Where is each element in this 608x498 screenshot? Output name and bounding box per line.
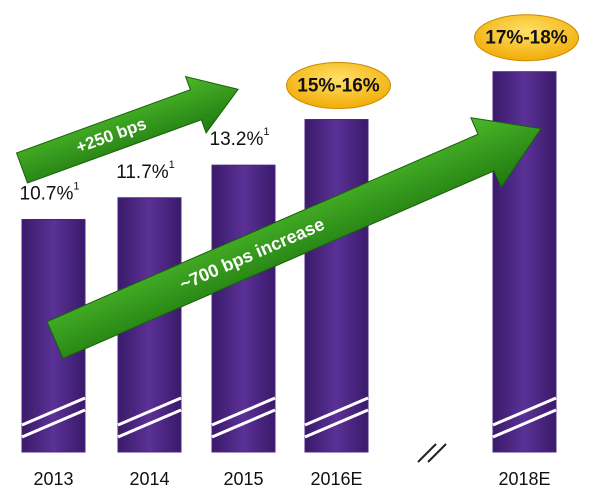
value-label: 15%-16%	[297, 76, 379, 97]
break-stripe	[492, 396, 557, 427]
bar	[304, 119, 369, 453]
break-stripe	[304, 396, 369, 427]
break-stripe	[117, 396, 182, 427]
break-stripe	[211, 396, 276, 427]
arrow-shape	[46, 117, 542, 359]
x-tick-label: 2013	[33, 469, 73, 489]
labels: 201310.7%1201411.7%1201513.2%12016E15%-1…	[20, 14, 579, 489]
value-label: 11.7%1	[116, 159, 175, 183]
x-tick-label: 2015	[223, 469, 263, 489]
break-stripe	[211, 408, 276, 439]
break-line	[417, 443, 437, 463]
value-label-text: 10.7%	[20, 183, 74, 204]
bar	[211, 164, 276, 453]
footnote-mark: 1	[263, 126, 269, 138]
value-label: 13.2%1	[210, 126, 270, 150]
label-oval	[474, 14, 579, 62]
value-label: 17%-18%	[485, 28, 567, 49]
break-stripe	[492, 408, 557, 439]
x-tick-label: 2016E	[310, 469, 362, 489]
break-stripe	[117, 408, 182, 439]
break-stripe	[21, 408, 86, 439]
value-label: 10.7%1	[20, 180, 80, 204]
break-stripe	[304, 408, 369, 439]
footnote-mark: 1	[73, 180, 79, 192]
value-label-text: 11.7%	[116, 162, 169, 183]
value-label-text: 13.2%	[210, 129, 264, 150]
footnote-mark: 1	[169, 159, 175, 171]
arrow-shape	[15, 75, 239, 184]
bars	[21, 71, 557, 453]
x-tick-label: 2018E	[498, 469, 550, 489]
break-line	[427, 443, 447, 463]
axis-break	[417, 443, 447, 463]
break-stripe	[21, 396, 86, 427]
x-tick-label: 2014	[129, 469, 169, 489]
label-oval	[286, 62, 391, 110]
